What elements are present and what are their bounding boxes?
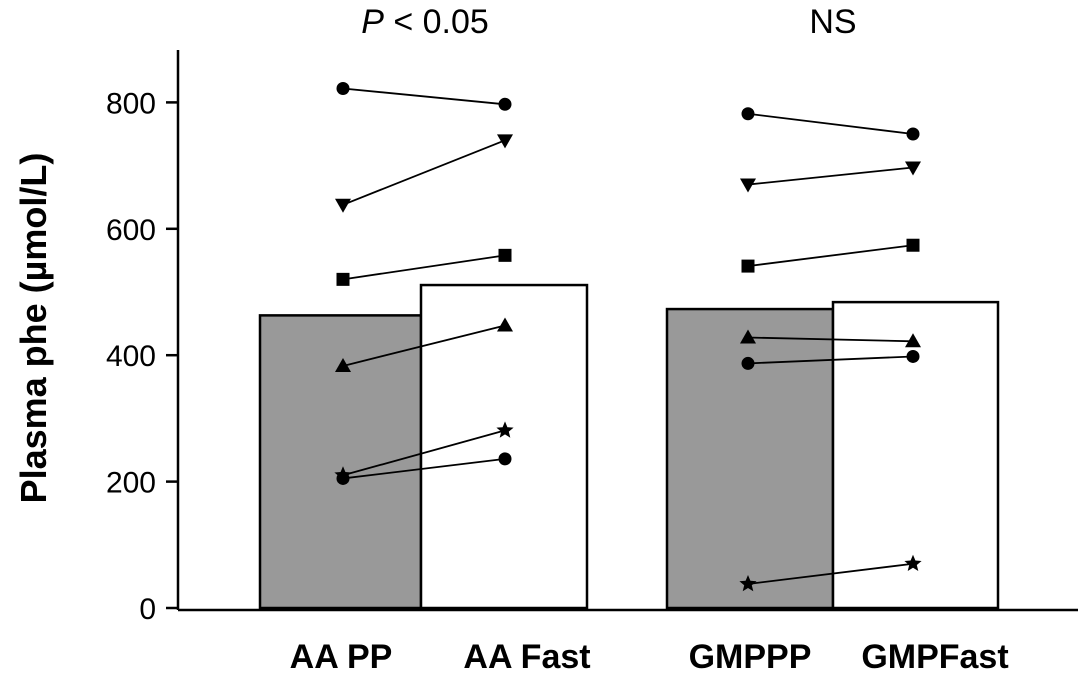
category-label-gmppp: GMPPP	[689, 638, 812, 676]
subject-line-g1-3	[342, 254, 506, 281]
subject-marker-g2-1-a	[741, 107, 755, 121]
subject-marker-g1-4-b	[497, 317, 513, 332]
category-label-gmpfast: GMPFast	[861, 638, 1008, 676]
y-tick-label-200: 200	[106, 467, 156, 500]
subject-marker-g2-6-a	[739, 575, 757, 592]
labels-layer: 0 200 400 600 800 Plasma phe (µmol/L) AA PP AA …	[13, 3, 1009, 676]
subject-line-g1-2	[342, 139, 506, 206]
subject-marker-g2-3-a	[741, 259, 755, 273]
subject-markers-layer	[334, 81, 922, 592]
subject-marker-g2-2-a	[740, 178, 756, 193]
subject-marker-g1-3-b	[498, 248, 512, 262]
subject-marker-g2-4-b	[905, 333, 921, 348]
subject-lines-layer	[342, 87, 914, 585]
category-label-aa-pp: AA PP	[290, 638, 393, 676]
subject-marker-g2-4-a	[740, 329, 756, 344]
subject-line-g2-6	[747, 562, 914, 585]
subject-marker-g2-5-b	[906, 349, 920, 363]
subject-marker-g1-1-b	[498, 97, 512, 111]
subject-marker-g1-4-a	[335, 357, 351, 372]
subject-line-g1-1	[342, 87, 506, 106]
y-tick-label-800: 800	[106, 87, 156, 120]
subject-line-g1-4	[342, 324, 506, 367]
group-annotation-1: P < 0.05	[361, 3, 489, 41]
subject-marker-g2-3-b	[906, 238, 920, 252]
subject-line-g1-5	[342, 429, 506, 477]
group-annotation-2: NS	[809, 3, 856, 41]
subject-marker-g1-6-a	[336, 471, 350, 485]
subject-marker-g1-2-b	[497, 134, 513, 149]
bar-aa-pp	[258, 314, 423, 610]
bars-layer	[258, 283, 1000, 610]
bar-gmppp	[665, 307, 835, 610]
y-tick-label-0: 0	[139, 593, 156, 626]
subject-line-g2-5	[747, 355, 914, 365]
subject-line-g2-4	[747, 336, 914, 343]
subject-marker-g2-6-b	[904, 554, 922, 571]
y-tick-label-600: 600	[106, 214, 156, 247]
subject-marker-g1-1-a	[336, 81, 350, 95]
subject-marker-g2-1-b	[906, 127, 920, 141]
axes-layer	[166, 50, 1078, 612]
category-label-aa-fast: AA Fast	[463, 638, 590, 676]
subject-marker-g2-5-a	[741, 356, 755, 370]
subject-line-g2-2	[747, 166, 914, 186]
subject-marker-g1-6-b	[498, 452, 512, 466]
subject-line-g2-1	[747, 112, 914, 135]
subject-marker-g1-2-a	[335, 198, 351, 213]
subject-marker-g1-5-b	[496, 421, 514, 438]
subject-marker-g2-2-b	[905, 161, 921, 176]
subject-line-g1-6	[342, 457, 506, 480]
y-tick-label-400: 400	[106, 340, 156, 373]
subject-line-g2-3	[747, 244, 914, 267]
y-axis-label: Plasma phe (µmol/L)	[13, 153, 54, 504]
subject-marker-g1-3-a	[336, 272, 350, 286]
